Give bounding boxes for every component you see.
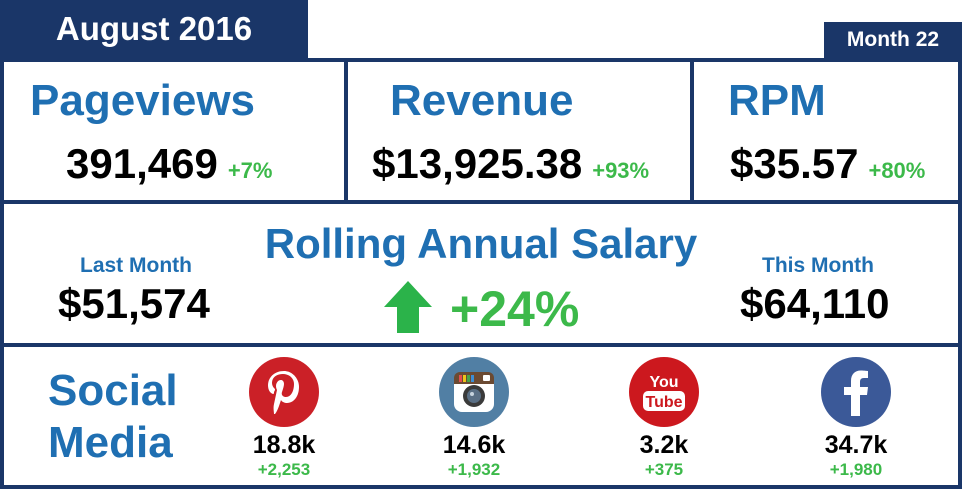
revenue-value: $13,925.38 [372,140,583,187]
pinterest-count: 18.8k [252,431,316,459]
revenue-panel: Revenue $13,925.38 +93% [344,58,694,204]
social-media-panel: Social Media 18.8k +2,253 [0,343,962,489]
social-media-title: Social Media [48,365,178,469]
instagram-delta: +1,932 [447,460,501,479]
pinterest-icon [249,357,319,427]
revenue-change: +93% [592,158,650,183]
instagram-count: 14.6k [442,431,506,459]
report-title: August 2016 [0,0,308,58]
month-badge: Month 22 [824,22,962,58]
svg-text:Tube: Tube [645,394,682,411]
svg-text:You: You [649,374,678,391]
rpm-change: +80% [868,158,926,183]
revenue-value-row: $13,925.38 +93% [372,140,649,188]
instagram-icon [439,357,509,427]
youtube-delta: +375 [644,460,684,479]
rolling-salary-title: Rolling Annual Salary [264,220,698,267]
pageviews-label: Pageviews [30,76,256,125]
this-month-value: $64,110 [740,280,890,327]
rolling-salary-panel: Rolling Annual Salary Last Month $51,574… [0,200,962,347]
youtube-count: 3.2k [639,431,689,459]
youtube-icon: You Tube [629,357,699,427]
social-item-youtube: You Tube 3.2k +375 [594,357,734,480]
rpm-panel: RPM $35.57 +80% [690,58,962,204]
pageviews-change: +7% [227,158,273,183]
facebook-delta: +1,980 [829,460,883,479]
social-title-line2: Media [48,418,173,467]
pageviews-value: 391,469 [66,140,218,187]
up-arrow-icon [384,280,432,338]
growth-percent: +24% [450,281,580,337]
facebook-icon [821,357,891,427]
last-month-label: Last Month [80,254,192,277]
facebook-count: 34.7k [824,431,888,459]
rpm-value-row: $35.57 +80% [730,140,925,188]
social-item-facebook: 34.7k +1,980 [786,357,926,480]
growth-indicator: +24% [384,280,579,338]
last-month-value: $51,574 [58,280,210,327]
social-title-line1: Social [48,366,178,415]
rpm-label: RPM [728,76,826,125]
social-item-instagram: 14.6k +1,932 [404,357,544,480]
this-month-label: This Month [762,254,874,277]
social-item-pinterest: 18.8k +2,253 [214,357,354,480]
pageviews-value-row: 391,469 +7% [66,140,272,188]
revenue-label: Revenue [390,76,574,125]
pageviews-panel: Pageviews 391,469 +7% [0,58,348,204]
pinterest-delta: +2,253 [257,460,311,479]
rpm-value: $35.57 [730,140,859,187]
